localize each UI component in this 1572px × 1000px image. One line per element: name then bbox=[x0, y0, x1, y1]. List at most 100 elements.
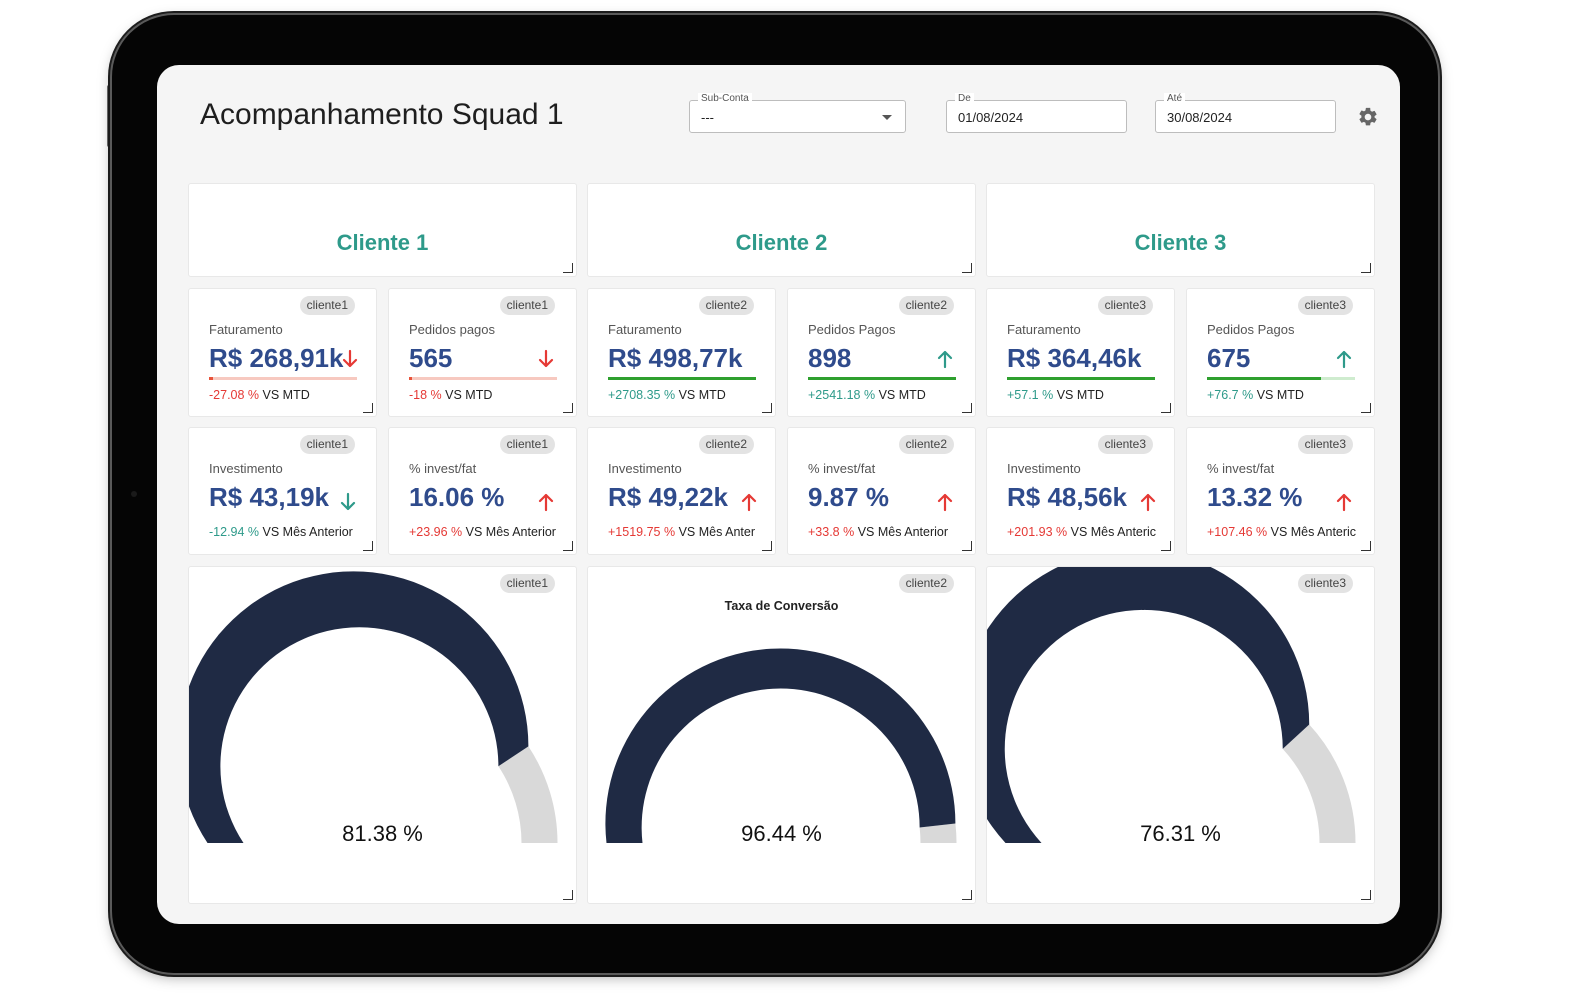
kpi-label: % invest/fat bbox=[409, 461, 477, 476]
client-header-card[interactable]: Cliente 3 bbox=[986, 183, 1375, 277]
kpi-value: 898 bbox=[808, 343, 852, 373]
arrow-down-icon bbox=[538, 349, 554, 368]
resize-handle[interactable] bbox=[363, 403, 373, 413]
gauge-card[interactable]: cliente2 Taxa de Conversão 96.44 % bbox=[587, 566, 976, 904]
client-title: Cliente 3 bbox=[1134, 230, 1227, 255]
client-badge: cliente3 bbox=[1297, 574, 1353, 593]
client-badge: cliente1 bbox=[499, 574, 555, 593]
resize-handle[interactable] bbox=[1361, 890, 1371, 900]
subconta-select[interactable]: Sub-Conta --- bbox=[689, 93, 906, 133]
kpi-comparison: +2708.35 % VS MTD bbox=[608, 388, 769, 402]
gauge-card[interactable]: cliente1Taxa de Conversão81.38 % bbox=[188, 566, 577, 904]
progress-bar-fill bbox=[1207, 377, 1321, 380]
kpi-card-pedidos[interactable]: cliente1 Pedidos pagos 565 -18 % VS MTD bbox=[388, 288, 577, 417]
kpi-card-invest_fat[interactable]: cliente3 % invest/fat 13.32 % +107.46 % VS … bbox=[1186, 427, 1375, 555]
resize-handle[interactable] bbox=[962, 541, 972, 551]
resize-handle[interactable] bbox=[762, 403, 772, 413]
gauge-chart bbox=[605, 648, 957, 843]
subconta-value: --- bbox=[701, 110, 714, 125]
kpi-delta-suffix: VS Mês Anterior bbox=[857, 525, 949, 539]
kpi-comparison: +201.93 % VS Mês Anteric bbox=[1007, 525, 1168, 539]
kpi-delta-suffix: VS Mês Anter bbox=[678, 525, 755, 539]
date-from-field[interactable]: De 01/08/2024 bbox=[946, 93, 1127, 133]
kpi-label: Pedidos Pagos bbox=[1207, 322, 1295, 337]
kpi-value: R$ 43,19k bbox=[209, 482, 329, 512]
kpi-value: R$ 498,77k bbox=[608, 343, 743, 373]
progress-bar-fill bbox=[608, 377, 756, 380]
kpi-card-investimento[interactable]: cliente1 Investimento R$ 43,19k -12.94 % VS… bbox=[188, 427, 377, 555]
chevron-down-icon bbox=[882, 115, 892, 120]
kpi-delta-suffix: VS Mês Anteric bbox=[1270, 525, 1357, 539]
kpi-delta-suffix: VS Mês Anteric bbox=[1070, 525, 1157, 539]
client-header-card[interactable]: Cliente 2 bbox=[587, 183, 976, 277]
progress-bar bbox=[1007, 377, 1155, 380]
client-badge: cliente2 bbox=[898, 574, 954, 593]
kpi-value: R$ 48,56k bbox=[1007, 482, 1127, 512]
kpi-card-faturamento[interactable]: cliente1 Faturamento R$ 268,91k -27.08 % VS… bbox=[188, 288, 377, 417]
kpi-value: 565 bbox=[409, 343, 453, 373]
resize-handle[interactable] bbox=[563, 890, 573, 900]
kpi-comparison: +2541.18 % VS MTD bbox=[808, 388, 969, 402]
subconta-label: Sub-Conta bbox=[698, 93, 752, 104]
kpi-delta: +107.46 % bbox=[1207, 525, 1268, 539]
progress-bar bbox=[409, 377, 557, 380]
kpi-label: Investimento bbox=[608, 461, 682, 476]
gauge-value: 96.44 % bbox=[741, 821, 822, 846]
kpi-label: Pedidos Pagos bbox=[808, 322, 896, 337]
client-badge: cliente3 bbox=[1097, 296, 1153, 315]
client-badge: cliente2 bbox=[698, 435, 754, 454]
kpi-label: Investimento bbox=[209, 461, 283, 476]
resize-handle[interactable] bbox=[563, 403, 573, 413]
kpi-value: R$ 49,22k bbox=[608, 482, 728, 512]
resize-handle[interactable] bbox=[962, 890, 972, 900]
date-to-field[interactable]: Até 30/08/2024 bbox=[1155, 93, 1336, 133]
gauge-value: 76.31 % bbox=[1140, 821, 1221, 846]
date-to-value: 30/08/2024 bbox=[1167, 110, 1233, 125]
kpi-card-pedidos[interactable]: cliente2 Pedidos Pagos 898 +2541.18 % VS MT… bbox=[787, 288, 976, 417]
gear-icon[interactable] bbox=[1357, 106, 1379, 128]
resize-handle[interactable] bbox=[563, 541, 573, 551]
dashboard-screen: Acompanhamento Squad 1 Sub-Conta --- De … bbox=[157, 65, 1400, 924]
gauge-fill bbox=[605, 648, 956, 843]
progress-bar bbox=[608, 377, 756, 380]
gauge-fill bbox=[987, 567, 1310, 843]
camera-dot bbox=[131, 491, 137, 497]
kpi-delta-suffix: VS MTD bbox=[878, 388, 926, 402]
resize-handle[interactable] bbox=[363, 541, 373, 551]
kpi-card-faturamento[interactable]: cliente3 Faturamento R$ 364,46k +57.1 % VS … bbox=[986, 288, 1175, 417]
kpi-card-pedidos[interactable]: cliente3 Pedidos Pagos 675 +76.7 % VS MTD bbox=[1186, 288, 1375, 417]
gauge-card[interactable]: cliente3Taxa de Conversão76.31 % bbox=[986, 566, 1375, 904]
resize-handle[interactable] bbox=[1161, 403, 1171, 413]
side-button bbox=[1437, 366, 1441, 378]
kpi-card-faturamento[interactable]: cliente2 Faturamento R$ 498,77k +2708.35 % … bbox=[587, 288, 776, 417]
gauge-title: Taxa de Conversão bbox=[724, 599, 839, 613]
kpi-label: Faturamento bbox=[1007, 322, 1081, 337]
resize-handle[interactable] bbox=[563, 263, 573, 273]
kpi-comparison: +1519.75 % VS Mês Anter bbox=[608, 525, 769, 539]
kpi-card-investimento[interactable]: cliente2 Investimento R$ 49,22k +1519.75 % … bbox=[587, 427, 776, 555]
resize-handle[interactable] bbox=[962, 263, 972, 273]
kpi-card-investimento[interactable]: cliente3 Investimento R$ 48,56k +201.93 % V… bbox=[986, 427, 1175, 555]
resize-handle[interactable] bbox=[1361, 541, 1371, 551]
kpi-comparison: -18 % VS MTD bbox=[409, 388, 570, 402]
resize-handle[interactable] bbox=[1361, 403, 1371, 413]
kpi-label: Investimento bbox=[1007, 461, 1081, 476]
kpi-card-invest_fat[interactable]: cliente2 % invest/fat 9.87 % +33.8 % VS Mês… bbox=[787, 427, 976, 555]
client-badge: cliente1 bbox=[499, 296, 555, 315]
kpi-card-invest_fat[interactable]: cliente1 % invest/fat 16.06 % +23.96 % VS M… bbox=[388, 427, 577, 555]
resize-handle[interactable] bbox=[762, 541, 772, 551]
gauge-chart bbox=[189, 571, 558, 843]
kpi-comparison: +76.7 % VS MTD bbox=[1207, 388, 1368, 402]
date-from-label: De bbox=[955, 93, 974, 104]
kpi-delta: +2541.18 % bbox=[808, 388, 876, 402]
resize-handle[interactable] bbox=[1361, 263, 1371, 273]
kpi-value: 16.06 % bbox=[409, 482, 505, 512]
resize-handle[interactable] bbox=[1161, 541, 1171, 551]
resize-handle[interactable] bbox=[962, 403, 972, 413]
arrow-down-icon bbox=[342, 349, 358, 368]
kpi-value: 9.87 % bbox=[808, 482, 889, 512]
progress-bar-fill bbox=[1007, 377, 1155, 380]
client-header-card[interactable]: Cliente 1 bbox=[188, 183, 577, 277]
progress-bar bbox=[1207, 377, 1355, 380]
kpi-delta: +33.8 % bbox=[808, 525, 855, 539]
